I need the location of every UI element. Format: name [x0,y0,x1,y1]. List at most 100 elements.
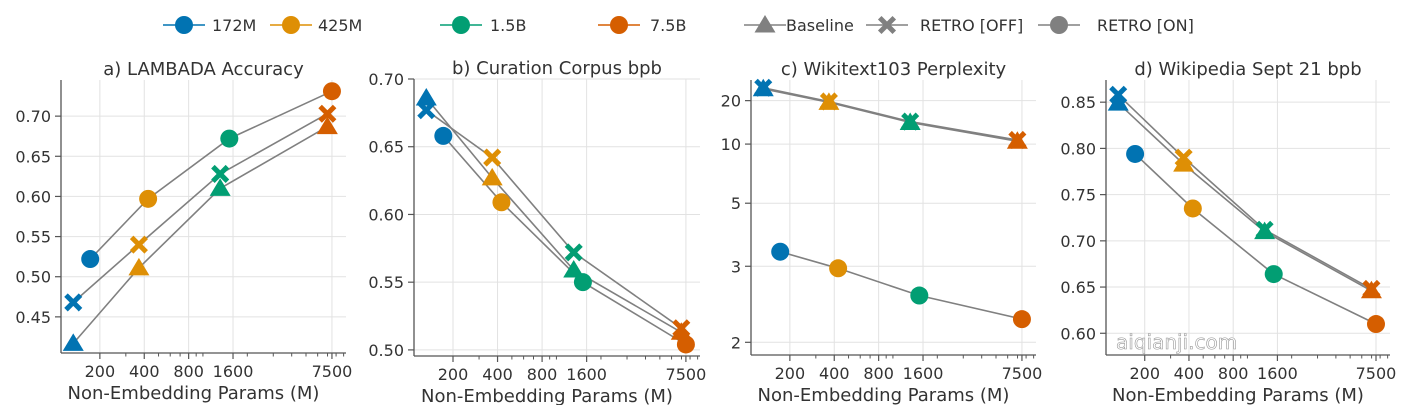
legend-circle-marker [282,16,300,34]
x-tick-label: 200 [438,365,469,384]
legend-entry-7.5B: 7.5B [598,16,686,35]
legend: 172M 425M 1.5B 7.5B Baseline RETRO [OFF] RETRO… [163,15,1194,35]
x-tick-label: 200 [775,364,806,383]
point-x-7.5B [1362,279,1381,298]
x-tick-label: 800 [527,365,558,384]
panel-c: 200 400 800 1600 7500 2 3 5 10 20 c) Wikitext103 P… [721,59,1043,405]
point-triangle-425M [128,257,150,276]
point-x-425M [483,148,502,167]
point-x-425M [819,92,838,111]
x-tick-label: 800 [1218,364,1249,383]
point-circle-1.5B [1264,265,1283,284]
point-circle-7.5B [1366,315,1385,334]
point-x-425M [1174,148,1193,167]
y-tick-label: 2 [731,333,741,352]
legend-label: RETRO [ON] [1097,16,1194,35]
point-triangle-7.5B [316,116,338,135]
watermark: aiqianji.com [1116,330,1237,354]
series-line-RETRO [ON] [89,90,333,260]
point-triangle-1.5B [563,259,585,278]
point-circle-425M [492,193,511,212]
legend-circle-marker [610,16,628,34]
point-circle-7.5B [1012,310,1031,329]
y-tick-label: 0.50 [368,341,404,360]
x-axis-label: Non-Embedding Params (M) [758,385,1010,405]
point-x-1.5B [1255,220,1274,239]
y-tick-label: 0.70 [1060,232,1096,251]
x-tick-label: 200 [1129,364,1160,383]
point-circle-172M [81,250,100,269]
point-circle-425M [139,189,158,208]
point-triangle-1.5B [209,178,231,196]
y-tick-label: 0.70 [15,107,51,126]
y-tick-label: 0.70 [368,70,404,89]
x-axis-label: Non-Embedding Params (M) [68,383,320,404]
legend-entry-425M: 425M [270,16,362,35]
legend-label: 7.5B [650,16,686,35]
y-tick-label: 5 [731,194,741,213]
legend-x-marker [877,15,897,35]
series-line-RETRO [OFF] [72,113,328,304]
y-tick-label: 0.65 [1060,278,1096,297]
y-tick-label: 0.55 [368,273,404,292]
series-line-RETRO [ON] [442,135,687,346]
y-tick-label: 0.65 [368,138,404,157]
series-line-RETRO [OFF] [1117,94,1372,290]
point-circle-172M [771,242,790,261]
y-tick-label: 3 [731,257,741,276]
y-tick-label: 0.85 [1060,93,1096,112]
series-line-Baseline [1117,102,1372,292]
y-tick-label: 0.60 [15,187,51,206]
point-x-1.5B [211,164,230,183]
series-line-Baseline [763,88,1018,143]
panel-title: b) Curation Corpus bpb [452,58,662,79]
x-tick-label: 800 [173,362,204,381]
point-circle-7.5B [322,82,341,101]
legend-label: RETRO [OFF] [920,16,1023,35]
x-tick-label: 1600 [1257,364,1298,383]
point-x-172M [754,78,773,97]
x-tick-label: 1600 [566,365,607,384]
x-tick-label: 800 [863,364,894,383]
legend-label: 425M [318,16,362,35]
series-line-Baseline [425,97,682,333]
point-circle-1.5B [573,273,592,292]
y-tick-label: 10 [721,135,741,154]
x-tick-label: 400 [482,365,513,384]
point-triangle-425M [481,167,503,186]
legend-entry-RETRO [ON]: RETRO [ON] [1038,16,1194,35]
x-tick-label: 400 [819,364,850,383]
y-tick-label: 0.45 [15,308,51,327]
x-tick-label: 1600 [903,364,944,383]
x-tick-label: 400 [129,362,160,381]
series-line-RETRO [ON] [1134,153,1377,325]
point-circle-425M [1183,199,1202,218]
panel-title: d) Wikipedia Sept 21 bpb [1134,59,1361,80]
x-axis-label: Non-Embedding Params (M) [421,386,673,405]
point-circle-1.5B [910,286,929,305]
y-tick-label: 0.80 [1060,139,1096,158]
point-x-7.5B [318,104,337,123]
legend-label: 172M [212,16,256,35]
series-line-Baseline [72,125,328,344]
panel-a: 200 400 800 1600 7500 0.45 0.50 0.55 0.60 0.65 0.7… [15,59,352,404]
point-triangle-172M [415,87,437,106]
point-x-172M [1109,85,1128,104]
legend-circle-marker [1050,16,1068,34]
point-x-172M [417,101,436,120]
legend-label: Baseline [786,16,854,35]
y-tick-label: 0.60 [1060,324,1096,343]
point-x-1.5B [564,243,583,262]
point-circle-1.5B [220,129,239,148]
point-x-172M [64,293,83,312]
panel-title: c) Wikitext103 Perplexity [781,59,1007,80]
point-x-1.5B [901,112,920,131]
legend-entry-172M: 172M [163,16,256,35]
panel-title: a) LAMBADA Accuracy [103,59,304,80]
x-tick-label: 400 [1174,364,1205,383]
series-line-RETRO [OFF] [425,109,682,329]
point-x-7.5B [1008,130,1027,149]
x-tick-label: 1600 [213,362,254,381]
point-circle-172M [1126,144,1145,163]
